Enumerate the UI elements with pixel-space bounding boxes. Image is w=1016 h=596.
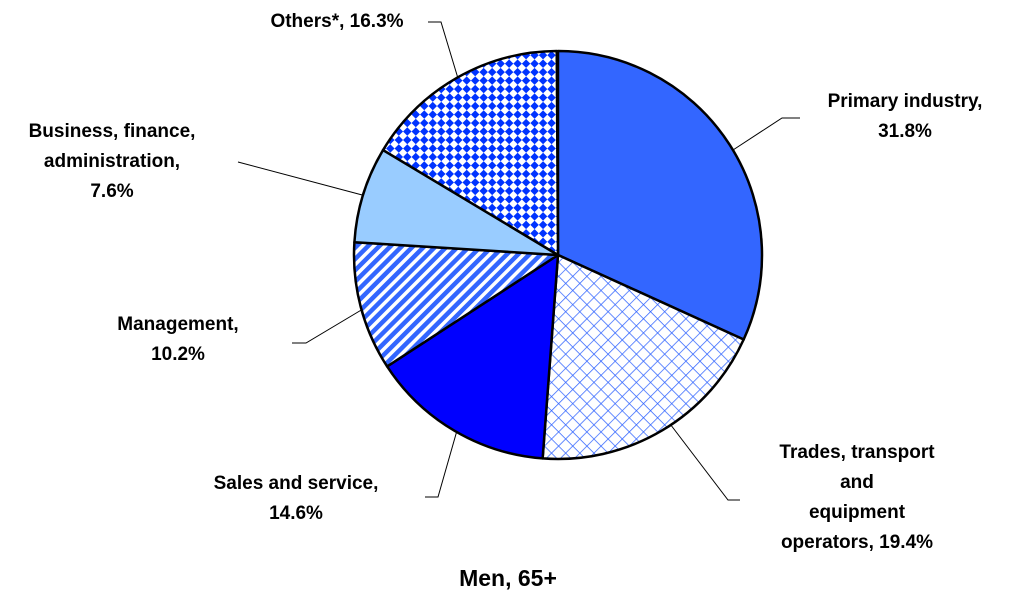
leader-line: [663, 415, 740, 501]
leader-line: [428, 21, 461, 86]
slice-label: Others*, 16.3%: [187, 7, 487, 37]
category-label: Primary industry,: [827, 91, 983, 112]
value-label: 19.4%: [879, 532, 934, 553]
leader-line: [732, 117, 800, 151]
pie-slice: [381, 49, 560, 257]
slice-label: Primary industry, 31.8%: [755, 87, 1016, 147]
value-label: 14.6%: [269, 503, 323, 524]
value-label: 31.8%: [878, 121, 932, 142]
category-label: Sales and service,: [213, 473, 379, 494]
leader-line: [292, 305, 369, 344]
value-label: 10.2%: [151, 344, 205, 365]
category-label: Others*,: [270, 11, 345, 32]
category-label: Management,: [117, 314, 239, 335]
pie-slice: [556, 49, 764, 341]
pie-slice: [541, 253, 745, 461]
category-label: Business, finance, administration,: [28, 121, 196, 172]
slice-label: Business, finance, administration, 7.6%: [0, 117, 262, 207]
pie-slice: [385, 253, 560, 460]
category-label: Trades, transport and equipment operator…: [779, 442, 935, 553]
slice-label: Trades, transport and equipment operator…: [707, 438, 1007, 558]
chart-title: Men, 65+: [459, 565, 557, 591]
leader-line: [237, 161, 367, 197]
leader-lines: [237, 21, 800, 501]
leader-line: [425, 419, 461, 498]
pie-slice: [352, 240, 560, 368]
pie-slice: [353, 148, 560, 257]
value-label: 16.3%: [349, 11, 404, 32]
value-label: 7.6%: [90, 181, 134, 202]
slice-label: Management, 10.2%: [28, 310, 328, 370]
slice-label: Sales and service, 14.6%: [146, 469, 446, 529]
